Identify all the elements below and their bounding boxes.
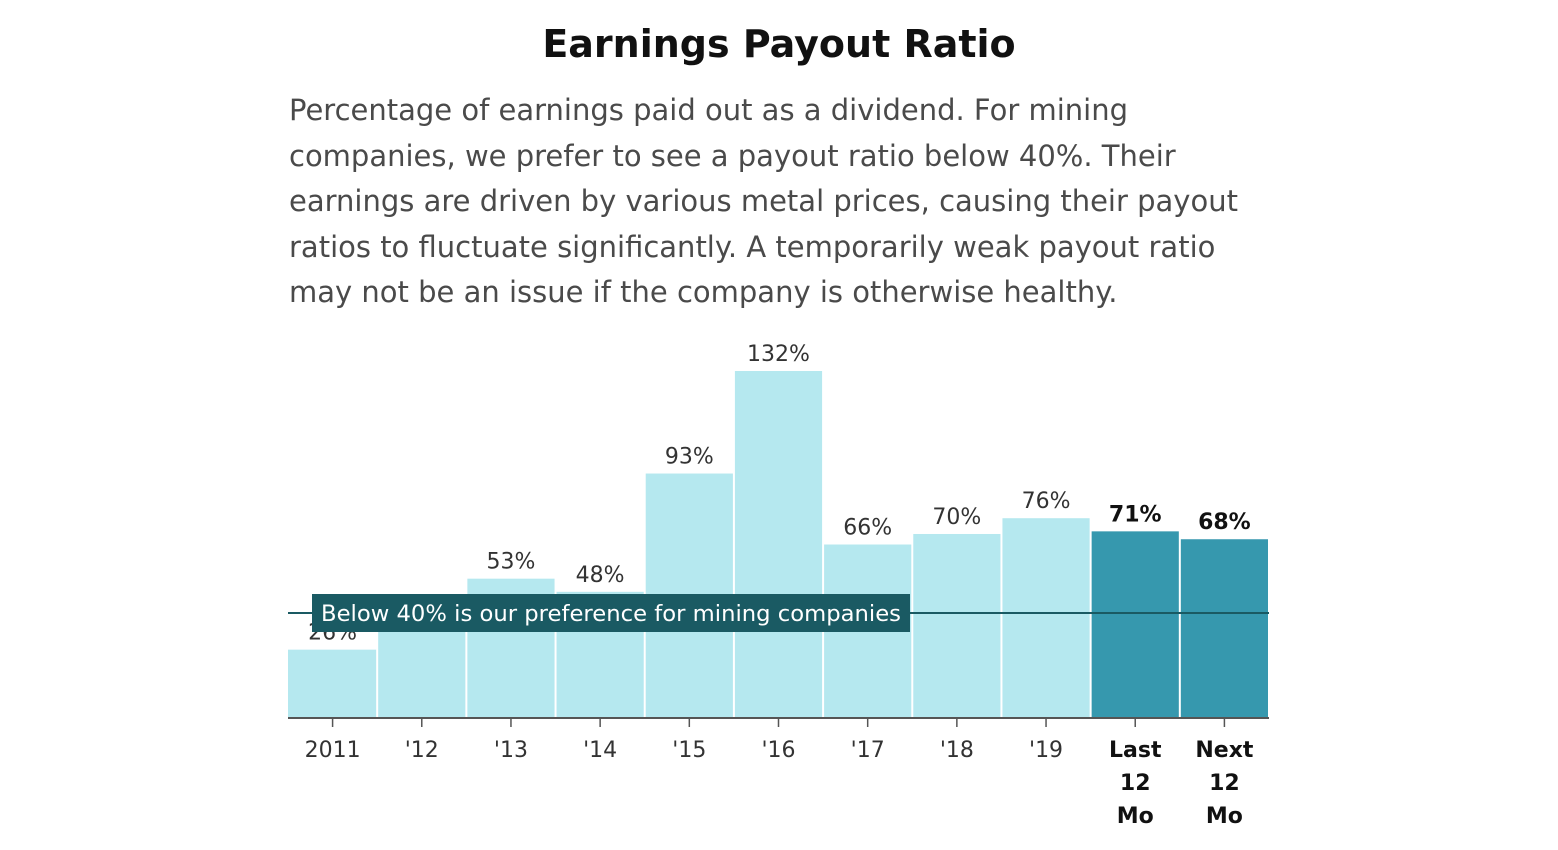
x-tick-label-10: Next 12 Mo (1195, 738, 1254, 829)
bar-7 (913, 533, 1001, 718)
x-tick-label-6: '17 (851, 738, 885, 763)
value-label-5: 132% (747, 342, 810, 367)
x-tick-labels-group: 2011 '12 '13 '14 '15 '16 '17 '18 '19 Last 12 Mo Next… (305, 738, 1254, 829)
x-tick-label-5: '16 (761, 738, 795, 763)
value-label-2: 53% (487, 550, 536, 575)
x-tick-label-7: '18 (940, 738, 974, 763)
chart-title: Earnings Payout Ratio (542, 22, 1016, 66)
bar-5 (734, 371, 823, 718)
x-tick-label-1: '12 (405, 738, 439, 763)
x-tick-label-9: Last 12 Mo (1109, 738, 1162, 829)
value-label-8: 76% (1022, 489, 1071, 514)
value-label-6: 66% (843, 516, 892, 541)
bars-group (288, 371, 1268, 718)
value-label-10: 68% (1198, 510, 1251, 535)
value-label-3: 48% (576, 563, 625, 588)
value-label-4: 93% (665, 445, 714, 470)
bar-0 (288, 649, 377, 718)
reference-label-box (312, 594, 910, 632)
chart-description: Percentage of earnings paid out as a div… (289, 93, 1238, 309)
reference-label: Below 40% is our preference for mining c… (321, 602, 901, 627)
bar-10 (1180, 539, 1268, 718)
bar-9 (1091, 531, 1179, 718)
bar-8 (1002, 518, 1090, 718)
x-tick-label-0: 2011 (305, 738, 361, 763)
value-label-7: 70% (932, 505, 981, 530)
x-tick-label-2: '13 (494, 738, 528, 763)
x-tick-label-3: '14 (583, 738, 617, 763)
bar-1 (378, 618, 466, 718)
x-tick-label-8: '19 (1029, 738, 1063, 763)
x-ticks-group (331, 718, 1226, 727)
x-tick-label-4: '15 (672, 738, 706, 763)
value-label-9: 71% (1109, 502, 1162, 527)
